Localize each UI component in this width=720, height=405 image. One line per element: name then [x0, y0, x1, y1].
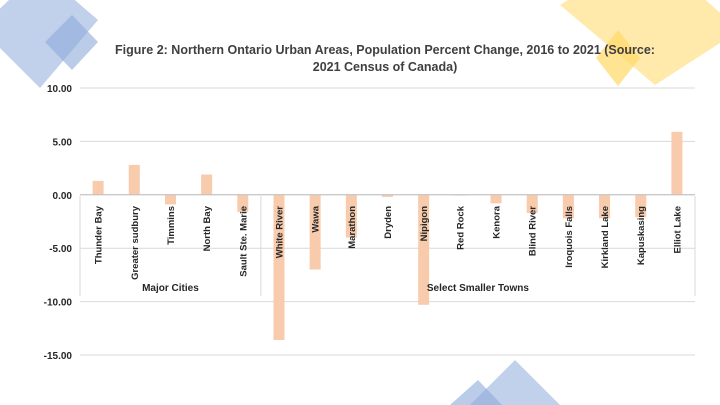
category-label: Kapuskasing	[636, 206, 647, 265]
category-label: North Bay	[202, 205, 213, 251]
bar	[599, 194, 611, 219]
y-tick-label: -15.00	[44, 351, 73, 362]
deco-diamond-bottom-small	[450, 380, 502, 405]
deco-diamond-top-right-large	[560, 0, 720, 85]
y-tick-label: -10.00	[44, 298, 73, 309]
bar	[526, 194, 538, 213]
category-label: Dryden	[383, 206, 394, 239]
bar	[128, 164, 140, 195]
chart-title: Figure 2: Northern Ontario Urban Areas, …	[90, 42, 680, 76]
chart-title-line-2: 2021 Census of Canada)	[312, 60, 458, 74]
bar	[273, 194, 285, 341]
deco-diamond-top-left-small	[45, 15, 98, 70]
category-label: Red Rock	[455, 205, 466, 250]
category-label: Timmins	[166, 206, 177, 245]
bar	[201, 174, 213, 195]
bar	[382, 194, 393, 197]
deco-diamond-top-right-small	[596, 30, 640, 86]
bar	[92, 180, 104, 195]
bar	[635, 194, 647, 218]
category-label: Marathon	[347, 206, 358, 249]
category-label: Kirkland Lake	[600, 206, 611, 268]
bar	[345, 194, 357, 238]
group-label: Major Cities	[142, 283, 199, 294]
category-label: Nipigon	[419, 206, 430, 242]
bar	[237, 194, 249, 212]
category-label: Iroquois Falls	[564, 206, 575, 268]
chart-title-line-1: Figure 2: Northern Ontario Urban Areas, …	[115, 43, 655, 57]
group-label: Select Smaller Towns	[427, 283, 530, 294]
bar	[562, 194, 574, 219]
category-label: Sault Ste. Marie	[238, 206, 249, 277]
bar	[164, 194, 176, 205]
category-label: Thunder Bay	[94, 205, 105, 264]
category-label: Wawa	[311, 205, 322, 232]
category-label: Greater sudbury	[130, 205, 141, 280]
bar	[309, 194, 321, 270]
deco-diamond-bottom-large	[470, 360, 560, 405]
category-label: Kenora	[492, 205, 503, 238]
y-tick-label: -5.00	[49, 244, 72, 255]
category-label: Elliot Lake	[672, 206, 683, 254]
bar	[671, 131, 683, 195]
y-tick-label: 10.00	[47, 84, 72, 95]
bar	[490, 194, 502, 204]
y-tick-label: 5.00	[53, 137, 73, 148]
category-label: Blind River	[528, 206, 539, 256]
category-label: White River	[274, 206, 285, 259]
bar	[418, 194, 430, 305]
y-tick-label: 0.00	[53, 191, 73, 202]
